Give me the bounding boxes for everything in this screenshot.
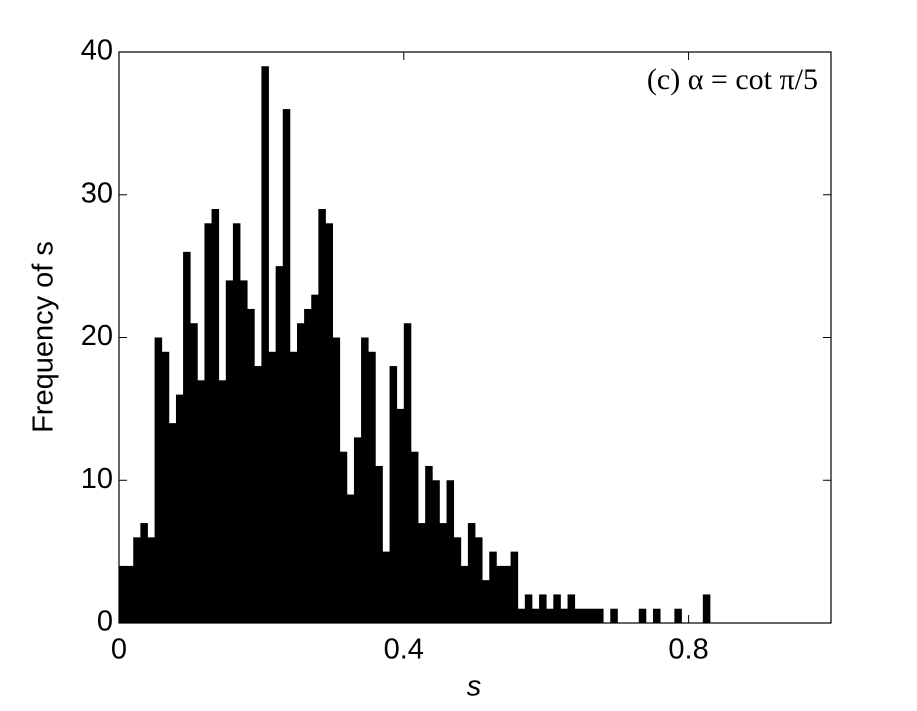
bar [325, 223, 333, 624]
bar [126, 565, 134, 623]
bar [382, 551, 390, 623]
bar [190, 323, 198, 623]
bar [510, 551, 519, 623]
bar [183, 251, 191, 623]
bar [389, 366, 398, 623]
bar [289, 351, 298, 623]
bar [610, 608, 618, 623]
bar [311, 294, 319, 623]
bar [403, 323, 412, 623]
bar [439, 523, 447, 623]
y-tick-label: 20 [81, 320, 113, 352]
bar [375, 465, 383, 623]
bar [574, 608, 583, 623]
x-tick-label: 0.8 [668, 634, 708, 666]
bar [304, 308, 312, 623]
y-axis-label: Frequency of s [28, 241, 60, 433]
bar [168, 423, 177, 623]
bar [482, 580, 490, 623]
y-tick-label: 30 [81, 177, 113, 209]
bar [539, 594, 547, 623]
bar [297, 323, 305, 623]
bar [702, 594, 711, 623]
bar [410, 451, 419, 623]
bar [475, 537, 483, 623]
bar [553, 594, 561, 623]
bar [503, 565, 511, 623]
y-tick-label: 10 [81, 463, 113, 495]
annotation: (c) α = cot π/5 [647, 63, 818, 96]
bar [446, 480, 455, 623]
bar [254, 366, 262, 623]
bar [432, 480, 440, 623]
bar [318, 209, 326, 623]
x-axis-label: s [467, 671, 482, 703]
bar [581, 608, 590, 623]
bar [489, 551, 497, 623]
bar [119, 565, 127, 623]
bar [232, 223, 241, 624]
bar [353, 437, 362, 623]
x-tick-label: 0.4 [384, 634, 424, 666]
bar [261, 66, 269, 623]
bar [418, 523, 426, 623]
bar [638, 608, 647, 623]
bar [368, 351, 376, 623]
bar [240, 280, 248, 623]
bar [531, 608, 540, 623]
y-tick-label: 0 [97, 606, 113, 638]
bar [161, 351, 170, 623]
bar [460, 565, 469, 623]
bar [425, 465, 433, 623]
bar [567, 594, 576, 623]
bar [225, 280, 234, 623]
bar [339, 451, 348, 623]
bar [204, 223, 212, 624]
bar [197, 380, 205, 623]
bar [546, 608, 554, 623]
bar [517, 608, 526, 623]
bar [275, 266, 284, 623]
bar [496, 565, 504, 623]
bar [268, 351, 277, 623]
bar [140, 523, 148, 623]
y-tick-label: 40 [81, 35, 113, 67]
bar [282, 109, 291, 624]
bar [596, 608, 604, 623]
bar [154, 337, 163, 623]
bar [133, 537, 141, 623]
bar [346, 494, 355, 623]
bar [653, 608, 661, 623]
bar [211, 209, 220, 623]
bar [175, 394, 184, 623]
x-tick-label: 0 [111, 634, 127, 666]
bar [247, 308, 255, 623]
bar [147, 537, 155, 623]
bar [674, 608, 682, 623]
bar [453, 537, 462, 623]
bar [396, 408, 405, 623]
bar [361, 337, 369, 623]
bar [218, 380, 227, 623]
bar [467, 523, 476, 623]
bar [560, 608, 568, 623]
bar [524, 594, 533, 623]
bar [332, 337, 341, 623]
bar [588, 608, 597, 623]
